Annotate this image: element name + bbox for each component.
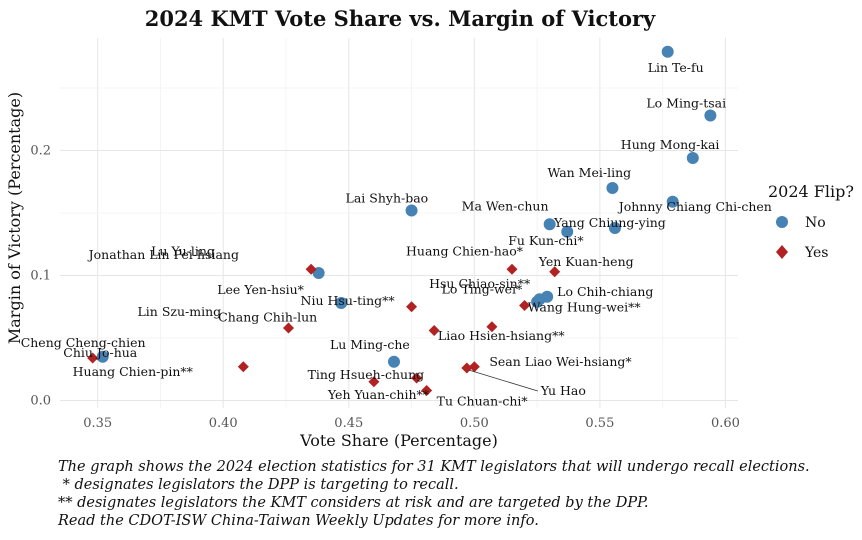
data-point-flip [237, 361, 249, 373]
point-label: Huang Chien-hao* [406, 243, 524, 258]
data-point-hold [608, 222, 621, 234]
data-point-flip [428, 325, 440, 336]
y-tick-label: 0.2 [30, 144, 51, 159]
x-tick-label: 0.40 [209, 416, 238, 431]
data-point-hold [543, 218, 556, 231]
data-point-hold [561, 225, 574, 238]
scatter-chart: 0.35 0.40 0.45 0.50 0.55 0.60 0.0 0.1 0.2 Lin Te… [5, 38, 854, 450]
point-label: Lu Yu-ling [151, 243, 215, 258]
caption-line: ** designates legislators the KMT consid… [58, 495, 649, 511]
point-label: Tu Chuan-chi* [437, 394, 529, 409]
legend-title: 2024 Flip? [768, 182, 854, 201]
point-label: Lo Ming-tsai [646, 96, 726, 111]
data-point-flip [411, 372, 423, 384]
point-label: Lin Szu-ming [138, 304, 222, 319]
data-point-hold [387, 355, 400, 368]
data-point-hold [704, 109, 717, 122]
point-label: Ting Hsueh-chung [308, 367, 425, 382]
legend: 2024 Flip? No Yes [768, 182, 854, 261]
data-point-flip [461, 362, 473, 374]
point-label: Hung Mong-kai [621, 137, 720, 152]
point-label: Lo Chih-chiang [557, 284, 653, 299]
point-label: Yu Hao [540, 383, 586, 398]
caption-line: The graph shows the 2024 election statis… [58, 459, 810, 475]
x-tick-label: 0.55 [585, 416, 614, 431]
data-point-hold [666, 195, 679, 208]
point-label: Liao Hsien-hsiang** [438, 328, 565, 343]
point-label: Lai Shyh-bao [346, 191, 429, 206]
data-point-flip [486, 321, 498, 333]
data-point-flip [506, 263, 518, 275]
point-label: Niu Hsu-ting** [301, 293, 396, 308]
data-point-flip [549, 266, 561, 278]
point-label: Yen Kuan-heng [538, 254, 634, 269]
axis-ticks: 0.35 0.40 0.45 0.50 0.55 0.60 0.0 0.1 0.2 [30, 144, 740, 432]
data-point-hold [686, 152, 699, 164]
legend-marker-yes [776, 245, 788, 259]
point-label: Cheng Cheng-chien [21, 335, 146, 350]
point-label: Wan Mei-ling [547, 165, 631, 180]
point-label: Chiu Jo-hua [63, 345, 137, 360]
point-label: Lo Ting-wei* [442, 282, 524, 297]
x-axis-title: Vote Share (Percentage) [299, 431, 498, 450]
y-tick-label: 0.0 [30, 394, 51, 409]
caption-line: * designates legislators the DPP is targ… [58, 477, 459, 493]
point-label: Hsu Chiao-sin** [429, 276, 531, 291]
point-label: Jonathan Lin Pei-hsiang [87, 247, 239, 262]
point-label: Lu Ming-che [330, 337, 410, 352]
point-label: Lin Te-fu [648, 60, 704, 75]
legend-label-yes: Yes [804, 245, 829, 261]
y-tick-label: 0.1 [30, 269, 51, 284]
data-point-flip [421, 385, 433, 396]
data-point-hold [533, 293, 546, 306]
data-point-hold [661, 45, 674, 58]
label-leader-line [468, 369, 538, 392]
point-label: Fu Kun-chi* [508, 233, 584, 248]
point-label: Huang Chien-pin** [73, 364, 194, 379]
data-point-hold [96, 350, 109, 363]
grid [60, 38, 738, 408]
point-label: Yang Chiung-ying [553, 215, 666, 230]
data-point-flip [283, 322, 295, 334]
x-tick-label: 0.60 [711, 416, 740, 431]
point-labels: Lin Te-fu Lo Ming-tsai Hung Mong-kai Wan Me… [21, 60, 772, 409]
legend-marker-no [776, 216, 788, 228]
data-point-flip [468, 361, 480, 373]
y-axis-title: Margin of Victory (Percentage) [5, 92, 24, 344]
data-point-hold [335, 297, 348, 309]
point-label: Chang Chih-lun [218, 310, 317, 325]
point-label: Yeh Yuan-chih** [327, 387, 430, 402]
data-point-flip [519, 300, 531, 311]
data-points [87, 45, 717, 396]
point-label: Wang Hung-wei** [528, 299, 642, 314]
data-point-hold [405, 204, 418, 217]
point-label: Lee Yen-hsiu* [217, 282, 304, 297]
point-label: Ma Wen-chun [462, 198, 549, 213]
caption: The graph shows the 2024 election statis… [58, 458, 858, 530]
caption-line: Read the CDOT-ISW China-Taiwan Weekly Up… [58, 513, 539, 529]
legend-label-no: No [805, 215, 826, 231]
point-label: Sean Liao Wei-hsiang* [489, 354, 632, 369]
data-point-hold [606, 182, 619, 194]
data-point-flip [305, 263, 317, 275]
x-tick-label: 0.50 [460, 416, 489, 431]
x-tick-label: 0.45 [334, 416, 363, 431]
x-tick-label: 0.35 [83, 416, 112, 431]
data-point-flip [406, 301, 418, 313]
data-point-flip [87, 352, 99, 364]
chart-title: 2024 KMT Vote Share vs. Margin of Victor… [144, 6, 656, 31]
data-point-flip [368, 376, 380, 388]
point-label: Johnny Chiang Chi-chen [617, 199, 772, 214]
